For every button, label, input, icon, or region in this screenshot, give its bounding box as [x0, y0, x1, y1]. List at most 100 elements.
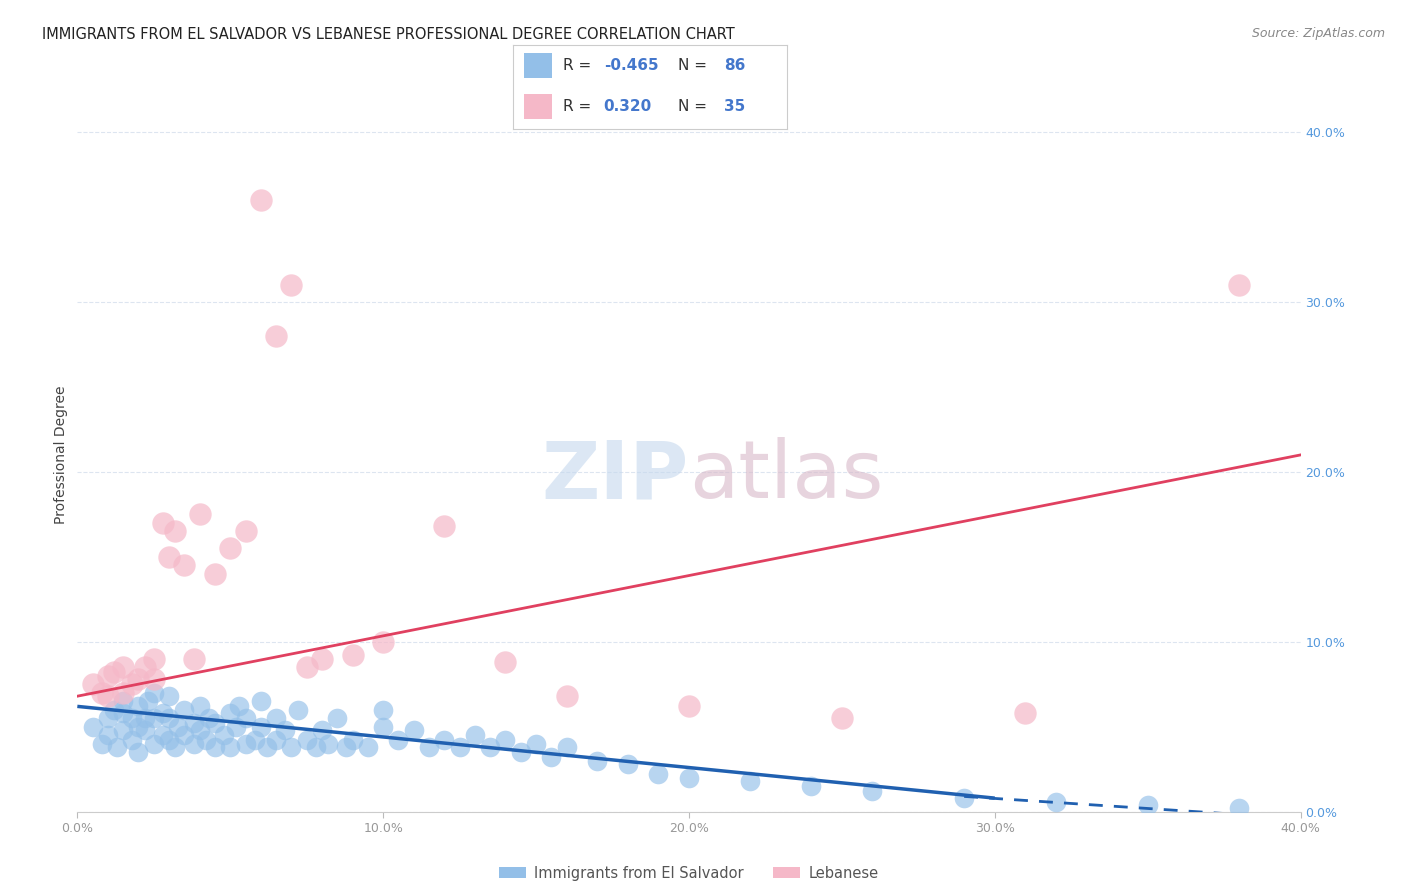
Point [167, 720, 190, 734]
Bar [524, 94, 551, 120]
Point [134, 711, 156, 725]
Point [326, 711, 349, 725]
Point [204, 740, 226, 755]
Point [128, 699, 150, 714]
Point [1045, 795, 1067, 809]
Point [97, 669, 120, 683]
Legend: Immigrants from El Salvador, Lebanese: Immigrants from El Salvador, Lebanese [494, 860, 884, 887]
Point [188, 723, 211, 738]
Point [357, 740, 380, 755]
Point [1136, 797, 1159, 812]
Point [152, 728, 174, 742]
Point [862, 784, 884, 798]
Point [250, 694, 273, 708]
Point [280, 278, 302, 293]
Point [678, 771, 700, 785]
Point [740, 774, 762, 789]
Point [800, 779, 823, 793]
Point [136, 694, 159, 708]
Text: 86: 86 [724, 58, 745, 73]
Point [121, 711, 143, 725]
Point [90, 686, 112, 700]
Bar [524, 54, 551, 78]
Point [335, 740, 357, 755]
Text: -0.465: -0.465 [603, 58, 658, 73]
Point [97, 689, 120, 703]
Point [1229, 278, 1251, 293]
Text: IMMIGRANTS FROM EL SALVADOR VS LEBANESE PROFESSIONAL DEGREE CORRELATION CHART: IMMIGRANTS FROM EL SALVADOR VS LEBANESE … [42, 27, 735, 42]
Point [464, 728, 486, 742]
Point [173, 703, 195, 717]
Point [219, 541, 242, 556]
Point [212, 728, 235, 742]
Point [112, 706, 135, 721]
Text: ZIP: ZIP [541, 437, 689, 516]
Point [225, 720, 247, 734]
Point [82, 677, 104, 691]
Point [204, 716, 226, 731]
Point [280, 740, 302, 755]
Point [235, 711, 257, 725]
Point [495, 733, 517, 747]
Point [387, 733, 409, 747]
Point [311, 723, 333, 738]
Point [112, 694, 135, 708]
Point [219, 706, 242, 721]
Point [103, 665, 125, 680]
Point [524, 737, 547, 751]
Point [586, 754, 609, 768]
Text: atlas: atlas [689, 437, 883, 516]
Point [305, 740, 328, 755]
Point [165, 740, 187, 755]
Point [479, 740, 502, 755]
Point [128, 672, 150, 686]
Point [188, 699, 211, 714]
Text: Source: ZipAtlas.com: Source: ZipAtlas.com [1251, 27, 1385, 40]
Point [264, 711, 287, 725]
Point [194, 733, 217, 747]
Point [235, 524, 257, 539]
Point [204, 566, 226, 581]
Point [274, 723, 297, 738]
Point [1229, 801, 1251, 815]
Point [142, 652, 165, 666]
Point [134, 723, 156, 738]
Point [152, 516, 174, 530]
Point [235, 737, 257, 751]
Point [1014, 706, 1036, 721]
Point [173, 728, 195, 742]
Point [128, 745, 150, 759]
Text: N =: N = [678, 58, 711, 73]
Point [97, 711, 120, 725]
Point [647, 767, 669, 781]
Point [555, 689, 578, 703]
Point [157, 711, 180, 725]
Point [433, 733, 456, 747]
Point [509, 745, 531, 759]
Point [121, 733, 143, 747]
Point [287, 703, 309, 717]
Point [188, 508, 211, 522]
Point [152, 706, 174, 721]
Point [256, 740, 278, 755]
Point [112, 660, 135, 674]
Point [128, 720, 150, 734]
Point [540, 750, 562, 764]
Point [311, 652, 333, 666]
Point [228, 699, 250, 714]
Point [142, 711, 165, 725]
Text: R =: R = [562, 58, 596, 73]
Point [134, 660, 156, 674]
Text: 0.320: 0.320 [603, 99, 652, 114]
Point [250, 193, 273, 207]
Point [831, 711, 853, 725]
Point [198, 711, 221, 725]
Point [495, 655, 517, 669]
Point [219, 740, 242, 755]
Point [105, 740, 128, 755]
Point [112, 686, 135, 700]
Point [371, 703, 394, 717]
Point [264, 329, 287, 343]
Point [243, 733, 266, 747]
Point [183, 716, 205, 731]
